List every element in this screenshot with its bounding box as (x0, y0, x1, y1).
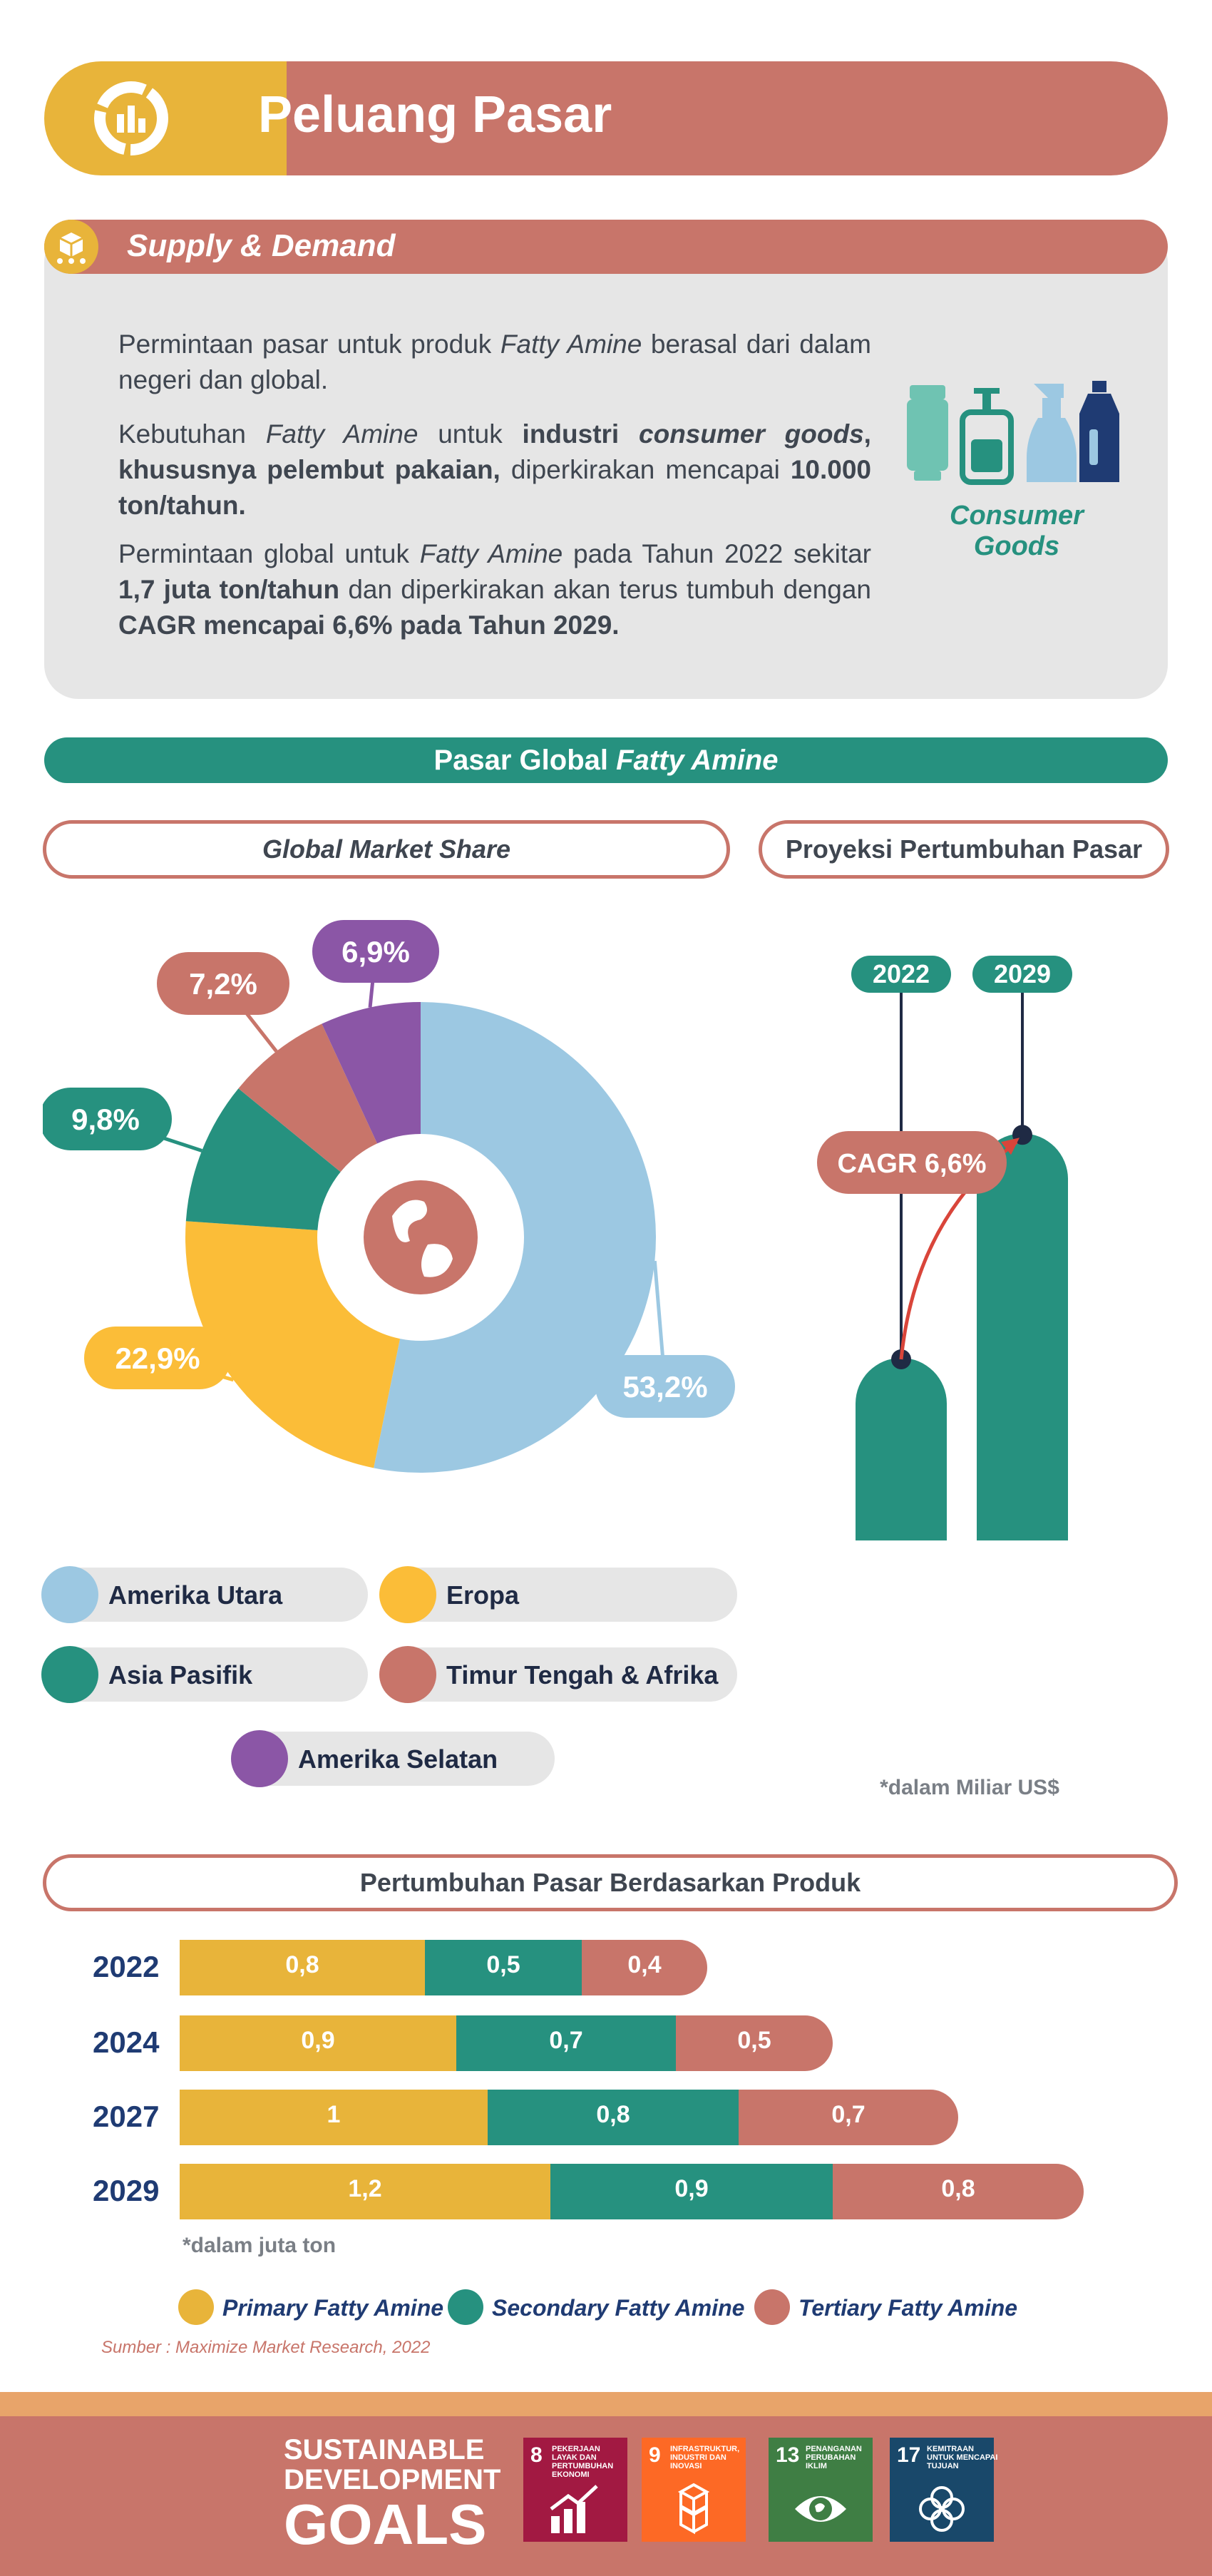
projection-title: Proyeksi Pertumbuhan Pasar (759, 820, 1169, 879)
donut-slice (238, 1023, 378, 1172)
bar-segment: 0,8 (833, 2164, 1084, 2219)
sdg-logo-text: SUSTAINABLE DEVELOPMENT GOALS (284, 2434, 501, 2556)
legend-swatch (41, 1646, 98, 1703)
bar-segment: 0,7 (456, 2015, 676, 2071)
value-bubble (43, 1088, 172, 1150)
legend-swatch (379, 1566, 436, 1623)
chart-donut-icon (94, 81, 168, 155)
value-bubble (595, 1355, 735, 1418)
market-share-donut-chart: 53,2% 22,9% 9,8% 7,2% 6,9% (43, 920, 735, 1473)
legend-swatch (754, 2289, 790, 2325)
sdg-goal-number: 13 (776, 2443, 800, 2467)
sdg-goal-text: PEKERJAAN LAYAK DAN PERTUMBUHAN EKONOMI (552, 2445, 614, 2479)
year-label: 2029 (994, 959, 1051, 988)
sdg-goal-text: INFRASTRUKTUR, INDUSTRI DAN INOVASI (670, 2445, 740, 2470)
year-label: 2027 (93, 2100, 160, 2133)
bar-segment: 0,7 (739, 2090, 958, 2145)
cagr-label: CAGR 6,6% (837, 1149, 986, 1179)
consumer-goods-icon (907, 381, 1119, 485)
stacked-bar-row: 0,9 0,7 0,5 (180, 2015, 833, 2071)
legend-swatch (379, 1646, 436, 1703)
bar-segment: 1 (180, 2090, 488, 2145)
year-pill (972, 956, 1072, 993)
legend-item-eropa: Eropa (379, 1566, 737, 1623)
value-bubble (84, 1327, 231, 1389)
value-bubble (312, 920, 439, 983)
eye-globe-icon (795, 2496, 846, 2522)
sdg-goal-text: KEMITRAAN UNTUK MENCAPAI TUJUAN (927, 2445, 998, 2470)
legend-item-amerika-utara: Amerika Utara (41, 1566, 368, 1623)
legend-swatch (448, 2289, 483, 2325)
value-label: 9,8% (71, 1103, 140, 1136)
stacked-bar-row: 0,8 0,5 0,4 (180, 1940, 707, 1995)
projection-bar (977, 1133, 1068, 1540)
projection-bar (856, 1358, 947, 1540)
stacked-bar-row: 1,2 0,9 0,8 (180, 2164, 1084, 2219)
stacked-bar-row: 1 0,8 0,7 (180, 2090, 958, 2145)
bar-segment: 0,5 (425, 1940, 582, 1995)
value-label: 22,9% (115, 1341, 200, 1375)
donut-slice (322, 1002, 421, 1144)
page-title: Peluang Pasar (258, 86, 612, 143)
paragraph-consumer-goods-need: Kebutuhan Fatty Amine untuk industri con… (118, 419, 871, 520)
value-bubble (157, 952, 289, 1015)
sdg-goal-17: 17 KEMITRAAN UNTUK MENCAPAI TUJUAN (890, 2438, 997, 2542)
legend-swatch (41, 1566, 98, 1623)
sdg-goal-number: 8 (530, 2443, 543, 2467)
cubes-icon (677, 2483, 710, 2535)
legend-swatch (178, 2289, 214, 2325)
product-growth-title: Pertumbuhan Pasar Berdasarkan Produk (43, 1854, 1178, 1911)
bar-segment: 1,2 (180, 2164, 550, 2219)
page-header: Peluang Pasar (44, 61, 1168, 175)
growth-chart-icon (550, 2485, 598, 2533)
year-label: 2029 (93, 2174, 160, 2207)
flower-rings-icon (919, 2486, 965, 2532)
bar-segment: 0,9 (180, 2015, 456, 2071)
bar-segment: 0,5 (676, 2015, 833, 2071)
donut-slice (374, 1002, 657, 1473)
market-share-title: Global Market Share (43, 820, 730, 879)
projection-bar-chart: 4,1920226,522029CAGR 6,6% (817, 956, 1072, 1540)
legend-item-amerika-selatan: Amerika Selatan (231, 1730, 555, 1787)
year-label: 2024 (93, 2025, 160, 2059)
footer-stripe (0, 2392, 1212, 2416)
legend-item-asia-pasifik: Asia Pasifik (41, 1646, 368, 1703)
sdg-goal-text: PENANGANAN PERUBAHAN IKLIM (806, 2445, 862, 2470)
legend-swatch (231, 1730, 288, 1787)
value-label: 7,2% (189, 967, 257, 1001)
bar-top-dot (891, 1349, 911, 1370)
sdg-goal-9: 9 INFRASTRUKTUR, INDUSTRI DAN INOVASI (642, 2438, 746, 2542)
value-label: 6,9% (341, 935, 410, 968)
sdg-goal-8: 8 PEKERJAAN LAYAK DAN PERTUMBUHAN EKONOMI (523, 2438, 627, 2542)
consumer-goods-label: Consumer Goods (950, 501, 1084, 561)
bar-segment: 0,8 (488, 2090, 739, 2145)
source-note: Sumber : Maximize Market Research, 2022 (101, 2338, 431, 2357)
year-pill (851, 956, 951, 993)
header-banner (201, 61, 1168, 175)
section-title-band: Pasar Global Fatty Amine (44, 737, 1168, 783)
legend-item-timur-tengah-afrika: Timur Tengah & Afrika (379, 1646, 737, 1703)
sdg-goal-13: 13 PENANGANAN PERUBAHAN IKLIM (769, 2438, 873, 2542)
bar-segment: 0,8 (180, 1940, 425, 1995)
boxes-icon (44, 220, 98, 274)
supply-demand-title: Supply & Demand (127, 228, 396, 263)
bar-segment: 0,9 (550, 2164, 833, 2219)
cagr-badge (817, 1131, 1007, 1194)
projection-note: *dalam Miliar US$ (880, 1776, 1059, 1799)
donut-slice (185, 1221, 401, 1468)
paragraph-demand-origin: Permintaan pasar untuk produk Fatty Amin… (118, 329, 871, 394)
sdg-goal-number: 9 (649, 2443, 661, 2467)
supply-demand-header (44, 220, 1168, 274)
sdg-goal-number: 17 (897, 2443, 921, 2467)
paragraph-global-demand: Permintaan global untuk Fatty Amine pada… (118, 539, 872, 640)
globe-icon (364, 1180, 478, 1294)
year-label: 2022 (873, 959, 930, 988)
bar-segment: 0,4 (582, 1940, 707, 1995)
donut-slice (185, 1088, 341, 1230)
product-note: *dalam juta ton (183, 2234, 337, 2257)
value-label: 53,2% (622, 1370, 707, 1404)
year-label: 2022 (93, 1950, 160, 1983)
